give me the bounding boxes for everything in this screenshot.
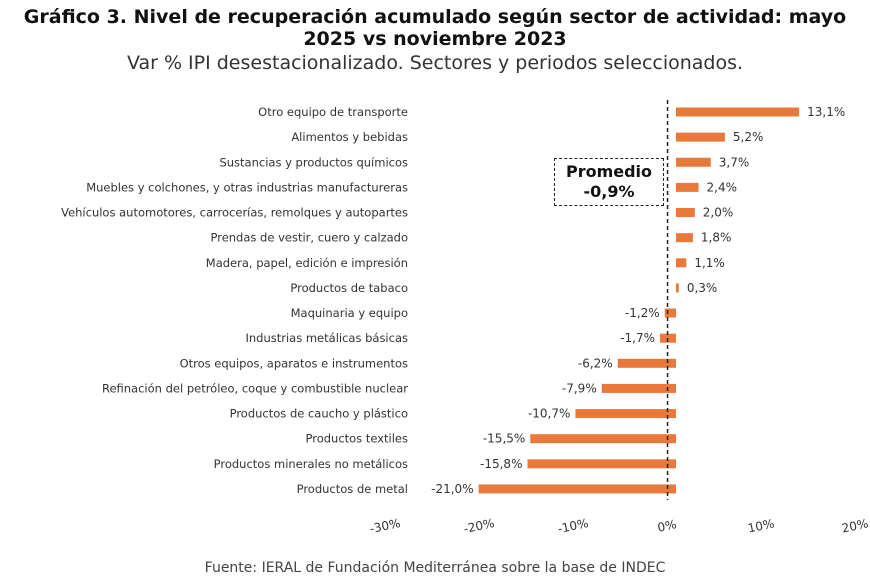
category-label: Otro equipo de transporte [258, 105, 408, 119]
category-label: Industrias metálicas básicas [245, 331, 408, 345]
chart-subtitle: Var % IPI desestacionalizado. Sectores y… [126, 52, 744, 74]
average-annotation: Promedio -0,9% [554, 158, 664, 206]
bar [664, 308, 676, 318]
x-tick-label: 20% [841, 516, 870, 535]
data-label: 1,8% [701, 231, 732, 245]
data-label: 5,2% [733, 130, 764, 144]
bar [676, 208, 695, 218]
bar [575, 409, 676, 419]
category-label: Sustancias y productos químicos [219, 155, 408, 169]
data-label: 1,1% [694, 256, 725, 270]
bar [527, 459, 676, 469]
x-tick-label: -30% [368, 516, 401, 536]
source-note: Fuente: IERAL de Fundación Mediterránea … [204, 560, 666, 576]
average-label: Promedio [565, 162, 653, 181]
data-label: 13,1% [807, 105, 845, 119]
category-label: Otros equipos, aparatos e instrumentos [180, 356, 408, 370]
data-label: 2,0% [703, 206, 734, 220]
data-label: -15,5% [483, 432, 525, 446]
x-tick-label: 10% [747, 516, 776, 535]
category-label: Prendas de vestir, cuero y calzado [210, 231, 408, 245]
bar [617, 358, 676, 368]
bar [601, 383, 676, 393]
data-label: -7,9% [562, 381, 597, 395]
bar [676, 132, 725, 142]
category-label: Muebles y colchones, y otras industrias … [86, 180, 408, 194]
bar [676, 233, 693, 243]
bar-chart: Otro equipo de transporte 13,1% Alimentos … [61, 100, 870, 536]
bar [676, 283, 679, 293]
category-label: Productos de caucho y plástico [230, 407, 408, 421]
data-label: -10,7% [528, 407, 570, 421]
category-label: Productos de tabaco [290, 281, 408, 295]
bar [478, 484, 676, 494]
category-label: Madera, papel, edición e impresión [206, 256, 408, 270]
category-label: Vehículos automotores, carrocerías, remo… [61, 206, 408, 220]
data-label: -1,2% [625, 306, 660, 320]
data-label: -1,7% [620, 331, 655, 345]
x-tick-label: -20% [462, 516, 495, 536]
data-label: -6,2% [578, 356, 613, 370]
bar [676, 182, 699, 192]
chart-title: Gráfico 3. Nivel de recuperación acumula… [23, 6, 847, 50]
data-label: 3,7% [719, 155, 750, 169]
x-tick-label: -10% [556, 516, 589, 536]
category-label: Maquinaria y equipo [291, 306, 408, 320]
average-value: -0,9% [583, 182, 635, 201]
category-label: Productos minerales no metálicos [214, 457, 408, 471]
data-label: -15,8% [480, 457, 522, 471]
category-label: Refinación del petróleo, coque y combust… [102, 381, 408, 395]
data-label: 0,3% [687, 281, 718, 295]
data-label: 2,4% [707, 180, 738, 194]
bar [676, 107, 800, 117]
data-label: -21,0% [431, 482, 473, 496]
bar [676, 258, 687, 268]
bar [676, 157, 711, 167]
x-tick-label: 0% [656, 517, 678, 535]
category-label: Productos textiles [305, 432, 408, 446]
bar [530, 434, 676, 444]
category-label: Alimentos y bebidas [291, 130, 408, 144]
category-label: Productos de metal [297, 482, 408, 496]
